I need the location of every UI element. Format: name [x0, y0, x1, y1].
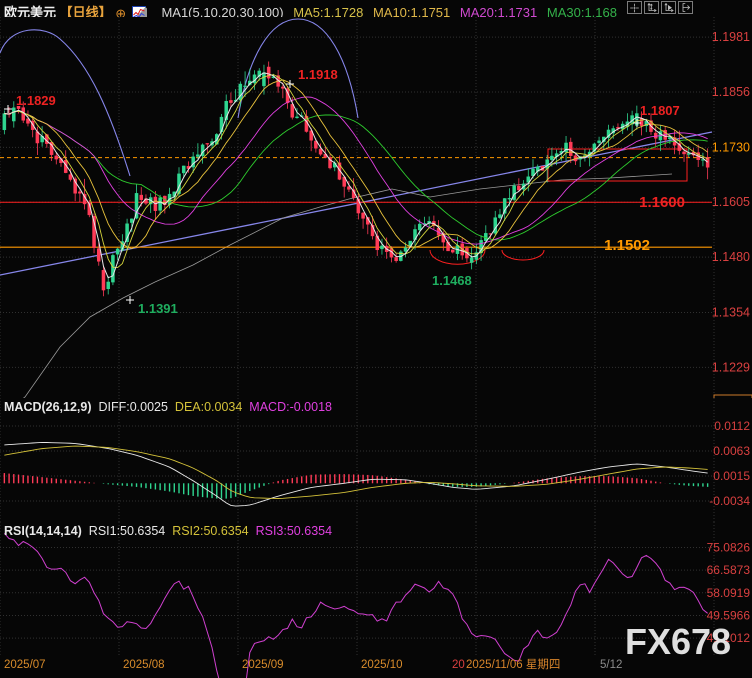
svg-text:2025/10: 2025/10 — [361, 659, 403, 671]
svg-text:0.0063: 0.0063 — [713, 444, 750, 458]
svg-text:0.0015: 0.0015 — [713, 469, 750, 483]
svg-text:1.1468: 1.1468 — [432, 273, 472, 288]
svg-text:1.1807: 1.1807 — [640, 103, 680, 118]
svg-text:1.1605: 1.1605 — [712, 195, 750, 209]
svg-text:-0.0034: -0.0034 — [709, 494, 750, 508]
svg-text:1.1856: 1.1856 — [712, 85, 750, 99]
svg-text:75.0826: 75.0826 — [707, 541, 751, 555]
svg-text:2025/08: 2025/08 — [123, 659, 165, 671]
svg-text:1.1829: 1.1829 — [16, 93, 56, 108]
svg-text:1.1391: 1.1391 — [138, 301, 178, 316]
svg-text:1.1981: 1.1981 — [712, 30, 750, 44]
svg-text:1.1918: 1.1918 — [298, 67, 338, 82]
svg-text:1.1480: 1.1480 — [712, 250, 750, 264]
svg-text:1.1730: 1.1730 — [712, 140, 750, 154]
svg-text:FX678: FX678 — [625, 621, 731, 662]
svg-text:1.1600: 1.1600 — [639, 194, 685, 211]
svg-text:5/12: 5/12 — [600, 659, 622, 671]
svg-text:2025/07: 2025/07 — [4, 659, 46, 671]
svg-text:66.5873: 66.5873 — [707, 563, 751, 577]
svg-text:1.1354: 1.1354 — [712, 306, 750, 320]
svg-text:0.0112: 0.0112 — [714, 419, 750, 433]
svg-text:20: 20 — [452, 659, 465, 671]
svg-text:1.1502: 1.1502 — [604, 237, 650, 254]
svg-text:58.0919: 58.0919 — [707, 586, 751, 600]
svg-text:2025/11/06 星期四: 2025/11/06 星期四 — [466, 658, 560, 671]
svg-text:2025/09: 2025/09 — [242, 659, 284, 671]
svg-text:1.1229: 1.1229 — [712, 360, 750, 374]
